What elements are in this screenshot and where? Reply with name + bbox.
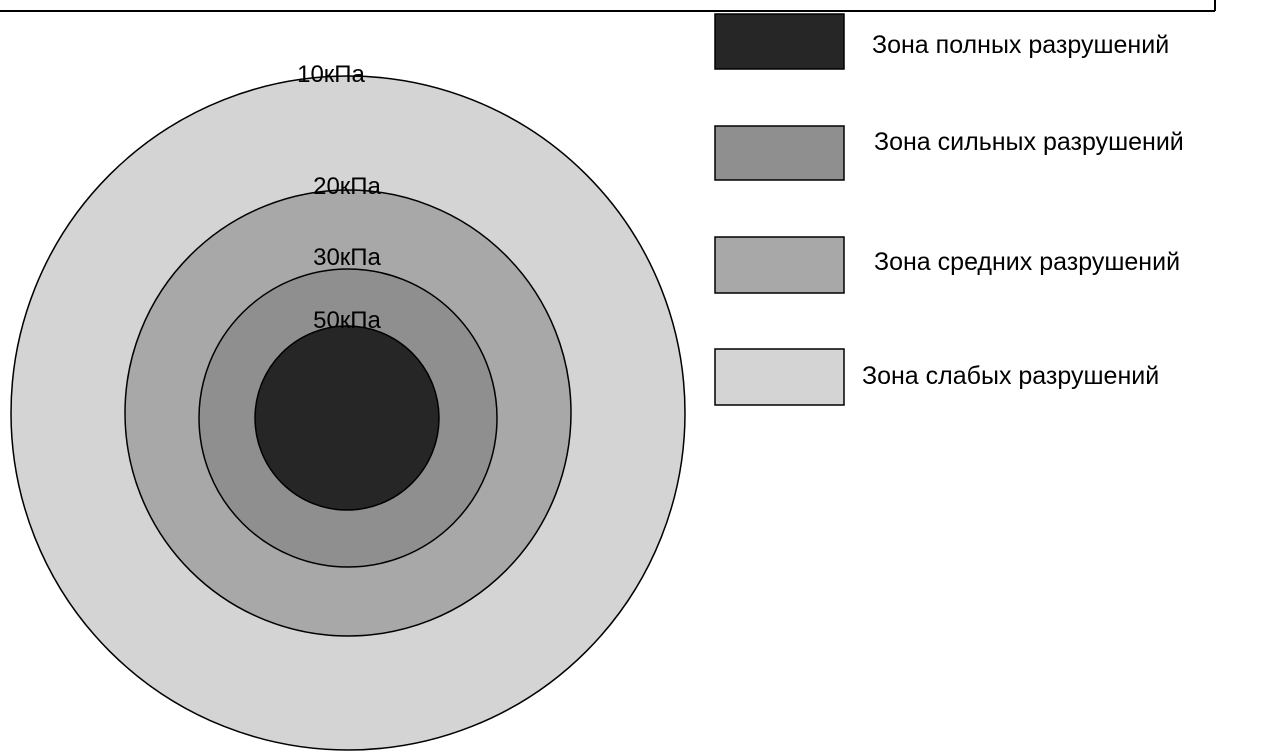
pressure-label-30kpa: 30кПа xyxy=(313,244,381,271)
legend-label-medium: Зона средних разрушений xyxy=(874,248,1180,276)
legend: Зона полных разрушений Зона сильных разр… xyxy=(714,13,1184,406)
top-frame xyxy=(0,0,1216,12)
legend-swatch-complete xyxy=(714,13,845,70)
legend-item-weak: Зона слабых разрушений xyxy=(714,348,1159,406)
zone-circles xyxy=(10,75,686,751)
legend-item-complete: Зона полных разрушений xyxy=(714,13,1169,70)
legend-swatch-strong xyxy=(714,125,845,181)
zone-circle-50kpa xyxy=(254,325,440,511)
pressure-label-50kpa: 50кПа xyxy=(313,307,381,334)
legend-swatch-medium xyxy=(714,236,845,294)
legend-label-complete: Зона полных разрушений xyxy=(872,31,1169,59)
legend-label-strong: Зона сильных разрушений xyxy=(874,128,1184,156)
pressure-label-20kpa: 20кПа xyxy=(313,173,381,200)
legend-item-strong: Зона сильных разрушений xyxy=(714,125,1184,181)
legend-swatch-weak xyxy=(714,348,845,406)
pressure-labels: 10кПа 20кПа 30кПа 50кПа xyxy=(297,61,381,334)
legend-item-medium: Зона средних разрушений xyxy=(714,236,1180,294)
legend-label-weak: Зона слабых разрушений xyxy=(862,362,1159,390)
pressure-label-10kpa: 10кПа xyxy=(297,61,365,88)
